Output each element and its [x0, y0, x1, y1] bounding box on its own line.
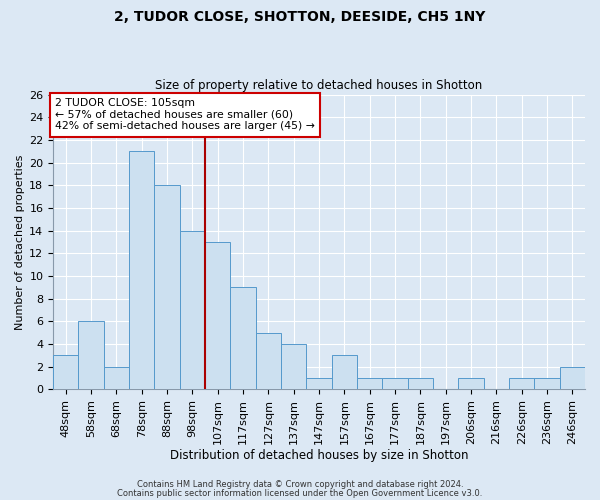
Text: Contains public sector information licensed under the Open Government Licence v3: Contains public sector information licen…: [118, 489, 482, 498]
Bar: [79, 321, 104, 389]
Y-axis label: Number of detached properties: Number of detached properties: [15, 154, 25, 330]
Title: Size of property relative to detached houses in Shotton: Size of property relative to detached ho…: [155, 79, 482, 92]
Text: 2, TUDOR CLOSE, SHOTTON, DEESIDE, CH5 1NY: 2, TUDOR CLOSE, SHOTTON, DEESIDE, CH5 1N…: [115, 10, 485, 24]
Text: 2 TUDOR CLOSE: 105sqm
← 57% of detached houses are smaller (60)
42% of semi-deta: 2 TUDOR CLOSE: 105sqm ← 57% of detached …: [55, 98, 315, 131]
Bar: [104, 366, 129, 389]
X-axis label: Distribution of detached houses by size in Shotton: Distribution of detached houses by size …: [170, 450, 469, 462]
Bar: [382, 378, 408, 389]
Bar: [509, 378, 535, 389]
Bar: [256, 332, 281, 389]
Bar: [458, 378, 484, 389]
Bar: [230, 287, 256, 389]
Bar: [332, 355, 357, 389]
Bar: [560, 366, 585, 389]
Bar: [357, 378, 382, 389]
Bar: [180, 230, 205, 389]
Bar: [281, 344, 307, 389]
Bar: [535, 378, 560, 389]
Bar: [154, 185, 180, 389]
Bar: [205, 242, 230, 389]
Text: Contains HM Land Registry data © Crown copyright and database right 2024.: Contains HM Land Registry data © Crown c…: [137, 480, 463, 489]
Bar: [129, 151, 154, 389]
Bar: [307, 378, 332, 389]
Bar: [408, 378, 433, 389]
Bar: [53, 355, 79, 389]
